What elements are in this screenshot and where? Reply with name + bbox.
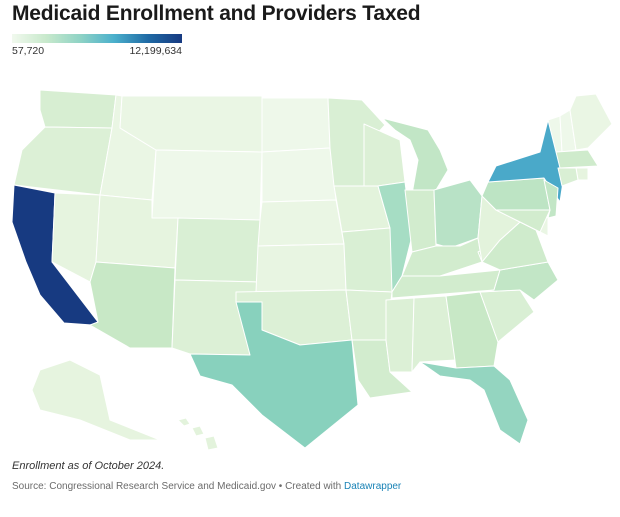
state-ga[interactable]	[445, 291, 499, 369]
state-tx[interactable]	[189, 301, 359, 449]
state-ms[interactable]	[385, 297, 415, 373]
state-oh[interactable]	[433, 179, 483, 249]
state-me[interactable]	[569, 93, 613, 151]
state-sd[interactable]	[261, 147, 337, 203]
state-or[interactable]	[13, 126, 113, 196]
state-md[interactable]	[495, 209, 551, 233]
state-pa[interactable]	[481, 177, 551, 211]
state-ne[interactable]	[257, 199, 345, 247]
state-al[interactable]	[411, 295, 457, 373]
legend-gradient-bar	[12, 34, 182, 43]
state-fl[interactable]	[419, 361, 529, 445]
chart-title: Medicaid Enrollment and Providers Taxed	[12, 2, 421, 25]
state-nj[interactable]	[543, 179, 559, 219]
state-ks[interactable]	[255, 243, 347, 293]
state-ar[interactable]	[345, 289, 393, 341]
datawrapper-link[interactable]: Datawrapper	[344, 481, 402, 492]
state-nv[interactable]	[51, 192, 101, 283]
legend-max-label: 12,199,634	[129, 45, 182, 57]
legend-labels: 57,720 12,199,634	[12, 45, 182, 57]
state-wa[interactable]	[39, 89, 117, 129]
state-nd[interactable]	[261, 97, 331, 153]
source-text: Source: Congressional Research Service a…	[12, 481, 345, 492]
map-svg	[11, 89, 613, 451]
enrollment-note: Enrollment as of October 2024.	[12, 460, 165, 472]
source-line: Source: Congressional Research Service a…	[12, 481, 401, 492]
state-wy[interactable]	[151, 149, 263, 221]
legend-min-label: 57,720	[12, 45, 45, 57]
state-ma[interactable]	[555, 149, 599, 169]
us-choropleth-map	[0, 70, 620, 455]
state-hi[interactable]	[177, 417, 219, 451]
color-legend: 57,720 12,199,634	[12, 34, 182, 57]
state-ak[interactable]	[31, 359, 161, 441]
state-wi[interactable]	[363, 123, 406, 187]
state-co[interactable]	[174, 217, 261, 283]
state-ky[interactable]	[401, 237, 483, 277]
state-az[interactable]	[89, 261, 176, 349]
state-ct[interactable]	[557, 167, 579, 187]
